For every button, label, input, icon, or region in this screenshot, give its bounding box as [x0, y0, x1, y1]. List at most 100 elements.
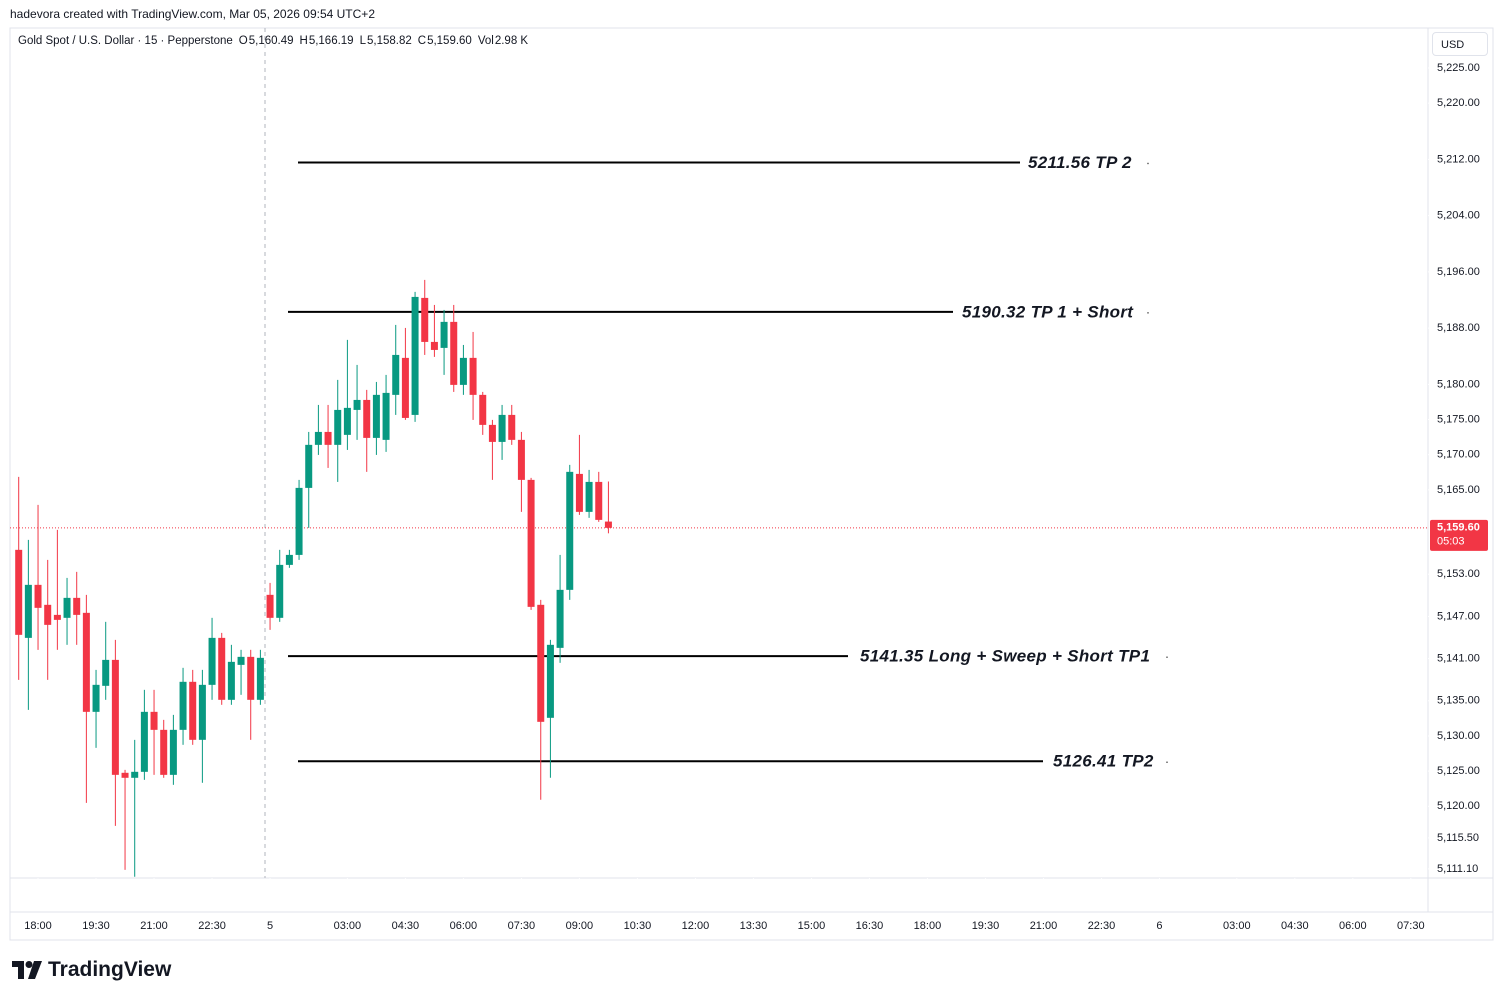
- level-label: 5126.41 TP2: [1053, 752, 1154, 771]
- candle-body: [363, 399, 371, 438]
- x-tick-label: 18:00: [914, 920, 942, 932]
- y-tick-label: 5,165.00: [1437, 484, 1480, 496]
- x-tick-label: 22:30: [1088, 920, 1116, 932]
- candle-body: [218, 637, 226, 700]
- level-label: 5190.32 TP 1 + Short: [962, 302, 1134, 321]
- y-tick-label: 5,125.00: [1437, 765, 1480, 777]
- y-tick-label: 5,130.00: [1437, 730, 1480, 742]
- y-tick-label: 5,120.00: [1437, 800, 1480, 812]
- x-tick-label: 09:00: [566, 920, 594, 932]
- last-price-box: [1430, 519, 1488, 551]
- ohlc-key: C: [417, 35, 427, 47]
- level-label: 5211.56 TP 2: [1028, 153, 1132, 172]
- candle-body: [353, 399, 361, 410]
- candle-body: [92, 684, 100, 712]
- candle-body: [237, 656, 245, 665]
- candle-body: [247, 656, 255, 700]
- candle-body: [266, 594, 274, 618]
- candle-body: [382, 392, 390, 440]
- ohlc-value: 5,166.19: [308, 35, 354, 47]
- candle-body: [44, 604, 52, 625]
- candle-body: [53, 614, 61, 620]
- candle-body: [121, 772, 129, 778]
- x-tick-label: 15:00: [798, 920, 826, 932]
- ohlc-values: O5,160.49 H5,166.19 L5,158.82 C5,159.60 Vol2…: [239, 35, 528, 47]
- candle-body: [169, 729, 177, 775]
- ohlc-key: H: [299, 35, 308, 47]
- y-tick-label: 5,196.00: [1437, 266, 1480, 278]
- candle-body: [334, 409, 342, 445]
- x-tick-label: 16:30: [856, 920, 884, 932]
- candle-body: [575, 473, 583, 512]
- candle-body: [208, 637, 216, 685]
- last-price-label: 5,159.60: [1437, 522, 1480, 534]
- level-dot: [1166, 761, 1168, 764]
- candle-body: [150, 711, 158, 730]
- ohlc-item: L5,158.82: [360, 35, 412, 47]
- level-dot: [1147, 162, 1149, 165]
- x-tick-label: 5: [267, 920, 273, 932]
- candle-body: [73, 597, 81, 615]
- ohlc-key: L: [359, 35, 366, 47]
- candle-body: [488, 424, 496, 442]
- y-tick-label: 5,153.00: [1437, 568, 1480, 580]
- plot: 5211.56 TP 2 5190.32 TP 1 + Short 5141.35 …: [10, 153, 1428, 877]
- ohlc-item: H5,166.19: [300, 35, 354, 47]
- legend: Gold Spot / U.S. Dollar · 15 · Peppersto…: [18, 35, 528, 47]
- frame: [9, 27, 1494, 941]
- y-tick-label: 5,204.00: [1437, 210, 1480, 222]
- y-tick-label: 5,135.00: [1437, 695, 1480, 707]
- x-tick-label: 12:00: [682, 920, 710, 932]
- candle-body: [401, 357, 409, 418]
- candle-body: [459, 357, 467, 385]
- level-dot: [1147, 312, 1149, 314]
- candle-body: [111, 659, 119, 775]
- y-tick-label: 5,147.00: [1437, 610, 1480, 622]
- y-tick-label: 5,175.00: [1437, 413, 1480, 425]
- x-tick-label: 07:30: [508, 920, 536, 932]
- x-tick-label: 22:30: [198, 920, 226, 932]
- x-tick-label: 04:30: [1281, 920, 1309, 932]
- y-tick-label: 5,115.50: [1437, 832, 1479, 844]
- level-label: 5141.35 Long + Sweep + Short TP1: [860, 647, 1150, 666]
- candle-body: [102, 659, 110, 686]
- candle-body: [227, 661, 235, 700]
- candle-body: [392, 354, 400, 395]
- y-tick-label: 5,141.00: [1437, 653, 1480, 665]
- candle-body: [324, 431, 332, 445]
- candle-body: [34, 584, 42, 608]
- x-tick-label: 03:00: [334, 920, 362, 932]
- candle-body: [15, 549, 23, 635]
- candle-body: [198, 684, 206, 740]
- x-tick-label: 19:30: [972, 920, 1000, 932]
- brand: TradingView: [12, 958, 171, 982]
- x-tick-label: 21:00: [140, 920, 168, 932]
- x-tick-label: 13:30: [740, 920, 768, 932]
- candle-body: [537, 604, 545, 722]
- candle-body: [604, 521, 612, 528]
- x-tick-label: 10:30: [624, 920, 652, 932]
- x-tick-label: 04:30: [392, 920, 420, 932]
- candle-body: [527, 479, 535, 607]
- candle-body: [179, 681, 187, 730]
- currency-button[interactable]: USD: [1432, 32, 1488, 56]
- ohlc-value: 5,159.60: [427, 35, 472, 47]
- candle-body: [469, 357, 477, 395]
- x-tick-label: 18:00: [24, 920, 52, 932]
- y-tick-label: 5,180.00: [1437, 378, 1480, 390]
- candle-body: [440, 321, 448, 348]
- candle-body: [556, 589, 564, 648]
- candle-body: [343, 407, 351, 435]
- candle-body: [585, 481, 593, 512]
- ohlc-item: O5,160.49: [239, 35, 294, 47]
- ohlc-value: 5,158.82: [366, 35, 412, 47]
- ohlc-value: 5,160.49: [248, 35, 294, 47]
- volume-value: 2.98 K: [494, 35, 529, 47]
- volume-key: Vol: [477, 35, 494, 47]
- level-dot: [1166, 656, 1168, 658]
- x-tick-label: 19:30: [82, 920, 110, 932]
- candle-body: [421, 297, 429, 342]
- y-tick-label: 5,225.00: [1437, 62, 1480, 74]
